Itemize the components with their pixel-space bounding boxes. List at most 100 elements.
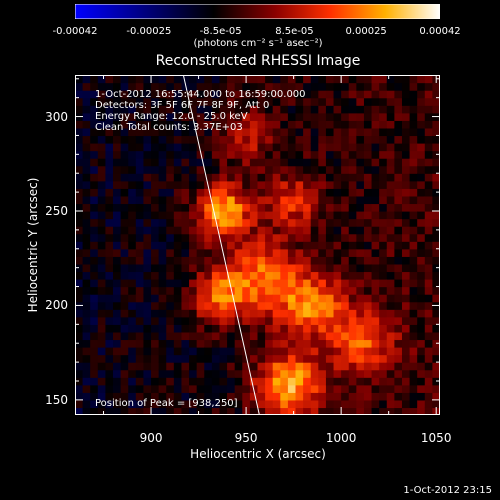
heatmap-cell bbox=[371, 392, 380, 401]
heatmap-cell bbox=[379, 150, 388, 159]
heatmap-cell bbox=[303, 211, 312, 220]
heatmap-cell bbox=[242, 339, 251, 348]
heatmap-cell bbox=[113, 279, 122, 288]
heatmap-cell bbox=[287, 241, 297, 250]
heatmap-cell bbox=[166, 233, 175, 242]
heatmap-cell bbox=[151, 263, 160, 273]
heatmap-cell bbox=[120, 309, 129, 318]
heatmap-cell bbox=[417, 135, 426, 144]
heatmap-cell bbox=[128, 324, 137, 333]
heatmap-cell bbox=[348, 218, 357, 227]
heatmap-cell bbox=[310, 158, 319, 167]
heatmap-cell bbox=[318, 173, 327, 182]
heatmap-cell bbox=[97, 286, 107, 295]
heatmap-cell bbox=[227, 377, 236, 386]
heatmap-cell bbox=[287, 354, 297, 363]
heatmap-cell bbox=[394, 105, 403, 114]
heatmap-cell bbox=[310, 218, 319, 227]
heatmap-cell bbox=[219, 301, 228, 310]
heatmap-cell bbox=[363, 150, 373, 159]
heatmap-cell bbox=[219, 120, 228, 129]
heatmap-cell bbox=[356, 112, 365, 121]
heatmap-cell bbox=[318, 105, 327, 114]
heatmap-cell bbox=[394, 158, 403, 167]
heatmap-cell bbox=[341, 263, 350, 273]
heatmap-cell bbox=[113, 150, 122, 159]
heatmap-cell bbox=[371, 399, 380, 409]
heatmap-cell bbox=[295, 165, 304, 174]
heatmap-cell bbox=[82, 82, 91, 91]
heatmap-cell bbox=[249, 301, 259, 310]
heatmap-cell bbox=[333, 233, 342, 242]
heatmap-cell bbox=[341, 158, 350, 167]
heatmap-cell bbox=[128, 218, 137, 227]
heatmap-cell bbox=[363, 90, 373, 99]
heatmap-cell bbox=[90, 165, 99, 174]
heatmap-cell bbox=[409, 158, 418, 167]
heatmap-cell bbox=[409, 316, 418, 325]
heatmap-cell bbox=[333, 279, 342, 288]
heatmap-cell bbox=[158, 203, 167, 212]
heatmap-cell bbox=[196, 309, 205, 318]
heatmap-cell bbox=[219, 407, 228, 415]
heatmap-cell bbox=[120, 369, 129, 378]
heatmap-cell bbox=[189, 135, 198, 144]
heatmap-cell bbox=[143, 331, 152, 341]
heatmap-cell bbox=[379, 309, 388, 318]
heatmap-cell bbox=[417, 180, 426, 189]
heatmap-cell bbox=[394, 211, 403, 220]
heatmap-cell bbox=[97, 143, 107, 152]
heatmap-cell bbox=[211, 150, 221, 159]
heatmap-cell bbox=[303, 294, 312, 303]
heatmap-cell bbox=[219, 105, 228, 114]
heatmap-cell bbox=[227, 203, 236, 212]
heatmap-cell bbox=[394, 233, 403, 242]
heatmap-cell bbox=[234, 165, 243, 174]
heatmap-cell bbox=[158, 256, 167, 265]
heatmap-cell bbox=[120, 188, 129, 197]
heatmap-cell bbox=[287, 399, 297, 409]
heatmap-cell bbox=[333, 90, 342, 99]
heatmap-cell bbox=[128, 180, 137, 189]
heatmap-cell bbox=[90, 384, 99, 393]
heatmap-cell bbox=[401, 165, 411, 174]
heatmap-cell bbox=[189, 263, 198, 273]
heatmap-cell bbox=[356, 263, 365, 273]
heatmap-cell bbox=[424, 331, 433, 341]
heatmap-cell bbox=[363, 362, 373, 371]
heatmap-cell bbox=[105, 165, 114, 174]
heatmap-cell bbox=[409, 271, 418, 280]
heatmap-cell bbox=[257, 279, 266, 288]
heatmap-cell bbox=[143, 158, 152, 167]
heatmap-cell bbox=[105, 248, 114, 257]
heatmap-cell bbox=[151, 309, 160, 318]
heatmap-cell bbox=[394, 97, 403, 106]
heatmap-cell bbox=[303, 279, 312, 288]
heatmap-cell bbox=[432, 384, 440, 393]
heatmap-cell bbox=[90, 347, 99, 356]
colorbar-tick-label: 8.5e-05 bbox=[275, 26, 314, 37]
heatmap-cell bbox=[341, 271, 350, 280]
heatmap-cell bbox=[158, 195, 167, 205]
heatmap-cell bbox=[75, 256, 84, 265]
heatmap-cell bbox=[219, 127, 228, 137]
heatmap-cell bbox=[356, 90, 365, 99]
heatmap-cell bbox=[97, 362, 107, 371]
heatmap-cell bbox=[242, 90, 251, 99]
heatmap-cell bbox=[75, 218, 84, 227]
heatmap-cell bbox=[265, 143, 274, 152]
heatmap-cell bbox=[151, 294, 160, 303]
heatmap-cell bbox=[333, 392, 342, 401]
heatmap-cell bbox=[135, 354, 145, 363]
heatmap-cell bbox=[189, 233, 198, 242]
heatmap-cell bbox=[318, 331, 327, 341]
heatmap-cell bbox=[120, 158, 129, 167]
heatmap-cell bbox=[341, 135, 350, 144]
heatmap-cell bbox=[371, 407, 380, 415]
heatmap-cell bbox=[310, 286, 319, 295]
heatmap-cell bbox=[234, 279, 243, 288]
heatmap-cell bbox=[249, 75, 259, 84]
heatmap-cell bbox=[82, 112, 91, 121]
heatmap-cell bbox=[348, 309, 357, 318]
heatmap-cell bbox=[181, 324, 190, 333]
